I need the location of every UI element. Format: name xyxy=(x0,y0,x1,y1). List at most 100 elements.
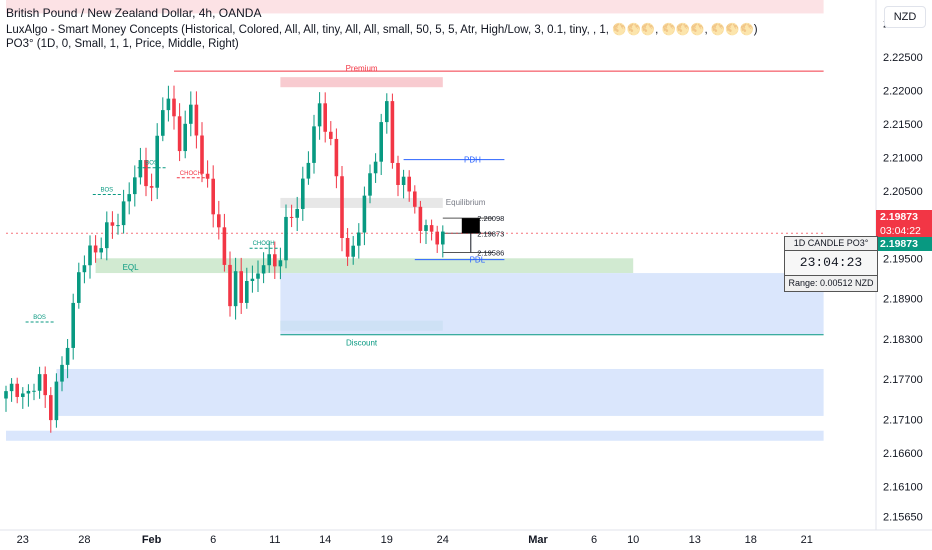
top-alert-zone xyxy=(6,0,824,14)
price-axis-tick: 2.19500 xyxy=(883,253,923,265)
candle-body xyxy=(21,393,25,397)
candle-body xyxy=(49,395,53,421)
time-axis-tick: 6 xyxy=(210,534,216,546)
structure-label: CHOCH xyxy=(253,241,275,247)
pdl-line-label: PDL xyxy=(470,256,486,265)
price-axis-tick: 2.21000 xyxy=(883,153,923,165)
candle-body xyxy=(441,231,445,245)
candle-body xyxy=(413,191,417,207)
po3-panel-timer: 23:04:23 xyxy=(784,250,878,276)
structure-label: BOS xyxy=(145,161,158,167)
ob-zone-2 xyxy=(56,368,824,416)
indicator-luxalgo-legend[interactable]: LuxAlgo - Smart Money Concepts (Historic… xyxy=(6,24,758,36)
price-axis-tick: 2.17100 xyxy=(883,414,923,426)
candle-body xyxy=(194,104,199,136)
candle-body xyxy=(4,391,8,399)
time-axis-tick: 11 xyxy=(269,534,280,546)
pdh-line-label: PDH xyxy=(464,156,481,165)
time-axis-tick: 13 xyxy=(689,534,701,546)
time-axis-tick: Feb xyxy=(142,534,162,546)
time-axis-tick: 14 xyxy=(319,534,331,546)
po3-panel-range: Range: 0.00512 NZD xyxy=(784,275,878,292)
price-axis-tick: 2.15650 xyxy=(883,512,923,524)
candle-body xyxy=(26,390,31,394)
candle-body xyxy=(233,271,238,307)
structure-label: BOS xyxy=(33,315,46,321)
candle-body xyxy=(211,178,215,215)
candle-body xyxy=(273,254,277,267)
po3-open-line-label: 2.19873 xyxy=(477,229,504,238)
candle-body xyxy=(228,264,232,307)
time-axis-tick: 28 xyxy=(78,534,90,546)
candle-body xyxy=(77,272,81,303)
candle-body xyxy=(82,265,87,273)
candle-body xyxy=(60,364,64,382)
candle-body xyxy=(418,206,423,231)
ob-zone-1 xyxy=(280,273,824,335)
demand-zone-1-label: EQL xyxy=(123,263,140,272)
time-axis-tick: Mar xyxy=(528,534,548,546)
candle-body xyxy=(161,110,165,136)
candle-body xyxy=(256,273,260,279)
candle-body xyxy=(250,278,255,281)
candle-body xyxy=(54,381,59,421)
candle-body xyxy=(189,104,193,124)
equilibrium-zone-label: Equilibrium xyxy=(446,198,486,207)
candle-body xyxy=(155,135,159,188)
ticker-price-tag: 2.19873 xyxy=(876,237,932,251)
candle-body xyxy=(345,237,350,257)
candle-body xyxy=(407,176,411,192)
po3-candle-body xyxy=(461,218,480,234)
candle-body xyxy=(385,101,389,123)
candle-body xyxy=(261,265,266,274)
candle-body xyxy=(267,254,271,266)
candle-body xyxy=(177,116,182,152)
candle-body xyxy=(435,231,439,245)
time-axis-tick: 21 xyxy=(801,534,813,546)
currency-selector[interactable]: NZD xyxy=(884,6,926,28)
candle-body xyxy=(424,225,428,231)
candle-body xyxy=(329,131,333,139)
price-axis-tick: 2.17700 xyxy=(883,374,923,386)
candle-body xyxy=(362,195,367,233)
candle-body xyxy=(9,383,14,392)
po3-low-line-label: 2.19586 xyxy=(477,249,504,258)
candle-body xyxy=(99,248,103,253)
candle-body xyxy=(15,383,19,397)
candle-body xyxy=(217,214,221,228)
structure-label: BOS xyxy=(100,188,113,194)
candle-body xyxy=(390,101,395,163)
candle-body xyxy=(239,271,243,303)
indicator-po3-legend[interactable]: PO3° (1D, 0, Small, 1, 1, Price, Middle,… xyxy=(6,38,239,50)
candle-body xyxy=(317,103,322,127)
candle-body xyxy=(373,161,378,174)
candle-body xyxy=(289,216,294,218)
demand-zone-1 xyxy=(95,258,634,274)
candle-body xyxy=(295,208,299,218)
time-axis-tick: 23 xyxy=(17,534,29,546)
candle-body xyxy=(116,225,120,227)
candle-body xyxy=(379,122,383,162)
candle-body xyxy=(306,162,311,179)
structure-label: CHOCH xyxy=(180,171,202,177)
ob-zone-3 xyxy=(6,430,824,441)
candle-body xyxy=(149,186,154,188)
candle-body xyxy=(222,227,227,265)
candle-body xyxy=(138,160,143,178)
price-axis-tick: 2.18300 xyxy=(883,334,923,346)
price-axis-tick: 2.18900 xyxy=(883,294,923,306)
candle-body xyxy=(71,302,75,348)
candle-body xyxy=(166,98,171,111)
price-axis-tick: 2.16600 xyxy=(883,448,923,460)
candle-body xyxy=(105,222,109,249)
last-price-tag: 2.19873 xyxy=(876,210,932,224)
candle-body xyxy=(200,135,204,174)
candle-body xyxy=(93,245,98,253)
time-axis-tick: 24 xyxy=(437,534,449,546)
candle-body xyxy=(65,347,70,365)
candle-body xyxy=(312,126,316,163)
candle-body xyxy=(301,178,305,209)
equilibrium-zone xyxy=(280,197,443,208)
candle-body xyxy=(37,374,42,391)
